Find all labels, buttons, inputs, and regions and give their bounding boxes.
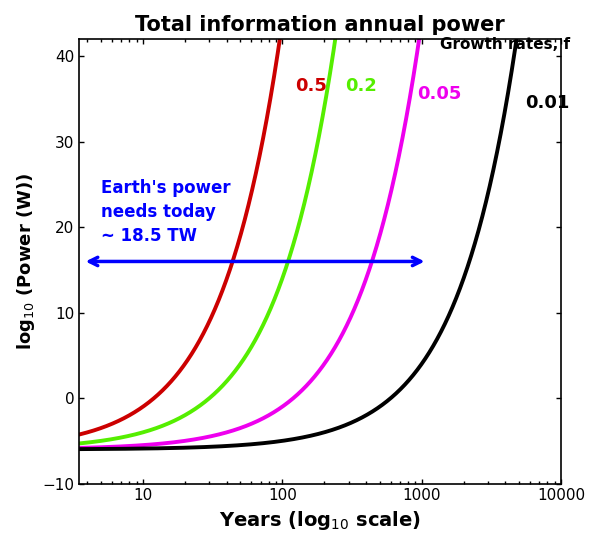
Title: Total information annual power: Total information annual power — [136, 15, 505, 35]
Text: needs today: needs today — [101, 203, 216, 221]
Text: 0.01: 0.01 — [525, 94, 569, 112]
Text: 0.05: 0.05 — [418, 85, 462, 103]
Text: Earth's power: Earth's power — [101, 179, 230, 197]
Text: ~ 18.5 TW: ~ 18.5 TW — [101, 227, 197, 245]
Text: 0.5: 0.5 — [295, 77, 326, 95]
X-axis label: Years (log$_{10}$ scale): Years (log$_{10}$ scale) — [219, 509, 421, 532]
Text: Growth rates, f: Growth rates, f — [440, 37, 571, 52]
Text: 0.2: 0.2 — [346, 77, 377, 95]
Y-axis label: log$_{10}$ (Power (W)): log$_{10}$ (Power (W)) — [15, 173, 37, 350]
